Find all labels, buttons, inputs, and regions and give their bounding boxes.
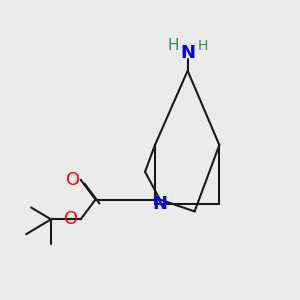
Text: N: N [180, 44, 195, 62]
Text: H: H [197, 39, 208, 53]
Text: O: O [64, 210, 78, 228]
Text: H: H [167, 38, 178, 53]
Text: N: N [152, 196, 167, 214]
Text: O: O [66, 171, 80, 189]
